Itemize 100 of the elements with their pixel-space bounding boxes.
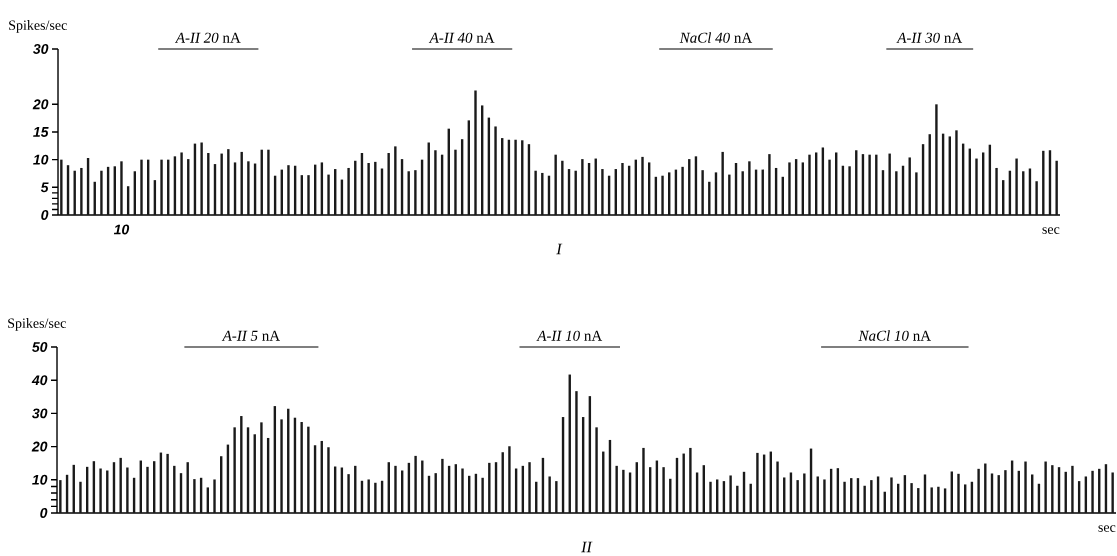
bar [689, 447, 692, 513]
bar [60, 159, 63, 215]
bar [59, 480, 62, 513]
bar [1024, 461, 1027, 513]
bar [1055, 160, 1058, 215]
bar [180, 152, 183, 215]
bar [729, 475, 732, 513]
bar [581, 159, 584, 215]
bar [895, 171, 898, 215]
y-tick-label: 10 [32, 474, 48, 485]
y-tick-label: 15 [33, 127, 49, 137]
bar [394, 146, 397, 215]
bar [327, 447, 330, 513]
bar [728, 174, 731, 215]
bar [100, 170, 103, 215]
text: A-II 40 nA [428, 32, 495, 43]
y-tick-label: 0 [40, 508, 48, 518]
bar [166, 453, 169, 513]
bar [601, 169, 604, 215]
bar [888, 153, 891, 215]
bar [528, 462, 531, 513]
bar [233, 427, 236, 513]
y-tick-label: 0 [41, 210, 49, 220]
bar [595, 427, 598, 513]
bar [708, 181, 711, 215]
bar [561, 160, 564, 215]
bar [173, 465, 176, 513]
bar [260, 422, 263, 513]
text: II [581, 541, 593, 553]
bar [1071, 465, 1074, 513]
bar [347, 474, 350, 513]
bar [280, 419, 283, 513]
y-tick-label: 20 [31, 441, 48, 452]
bar [803, 473, 806, 513]
bar [1035, 181, 1038, 215]
bar [863, 485, 866, 513]
y-axis-title: Spikes/sec [8, 318, 66, 331]
y-tick-label: 50 [32, 342, 48, 352]
y-tick-label: 40 [31, 375, 48, 386]
bar [955, 130, 958, 215]
bar [890, 477, 893, 513]
bar [1051, 465, 1054, 513]
bar [984, 463, 987, 513]
x-axis-title: sec [1098, 525, 1116, 532]
bar [441, 458, 444, 513]
bar [300, 422, 303, 513]
bar [126, 467, 129, 513]
bar [119, 457, 122, 513]
bar [374, 482, 377, 513]
bar [481, 477, 484, 513]
y-tick-label: 20 [32, 99, 49, 110]
bar [347, 167, 350, 215]
bar [1111, 472, 1114, 513]
bar [146, 466, 149, 513]
bar [193, 479, 196, 513]
bar [240, 416, 243, 513]
bar [394, 465, 397, 513]
bar [662, 467, 665, 513]
bar [1044, 461, 1047, 513]
y-tick-label: 5 [40, 182, 49, 193]
bar [367, 479, 370, 513]
bar [935, 104, 938, 215]
bar [374, 161, 377, 215]
bar [367, 162, 370, 215]
y-axis-title: Spikes/sec [9, 20, 67, 33]
text: I [556, 243, 563, 255]
bar [555, 481, 558, 513]
y-tick-label: 30 [32, 408, 48, 419]
text: A-II 5 nA [221, 330, 280, 341]
text: A-II 20 nA [175, 32, 241, 43]
bar [642, 447, 645, 513]
bar [681, 166, 684, 215]
x-axis-title: sec [1042, 227, 1060, 234]
bar [494, 126, 497, 215]
bar [434, 150, 437, 215]
bar [868, 154, 871, 215]
bar [930, 487, 933, 513]
bar [327, 174, 330, 215]
bar [488, 462, 491, 513]
bar [548, 476, 551, 513]
bar [937, 486, 940, 513]
bar [957, 473, 960, 513]
text: A-II 10 nA [536, 330, 603, 341]
bar [454, 149, 457, 215]
bar [977, 468, 980, 513]
bar [1004, 470, 1007, 513]
y-tick-label: 10 [33, 154, 49, 165]
bar [287, 165, 290, 215]
bar [387, 153, 390, 215]
bar [748, 161, 751, 215]
bar [227, 149, 230, 215]
bar [776, 461, 779, 513]
bar [848, 166, 851, 215]
bar [621, 162, 624, 215]
bar [534, 170, 537, 215]
bar [554, 154, 557, 215]
bar [575, 391, 578, 513]
bar [823, 479, 826, 513]
bar [140, 159, 143, 215]
bar [120, 161, 123, 215]
